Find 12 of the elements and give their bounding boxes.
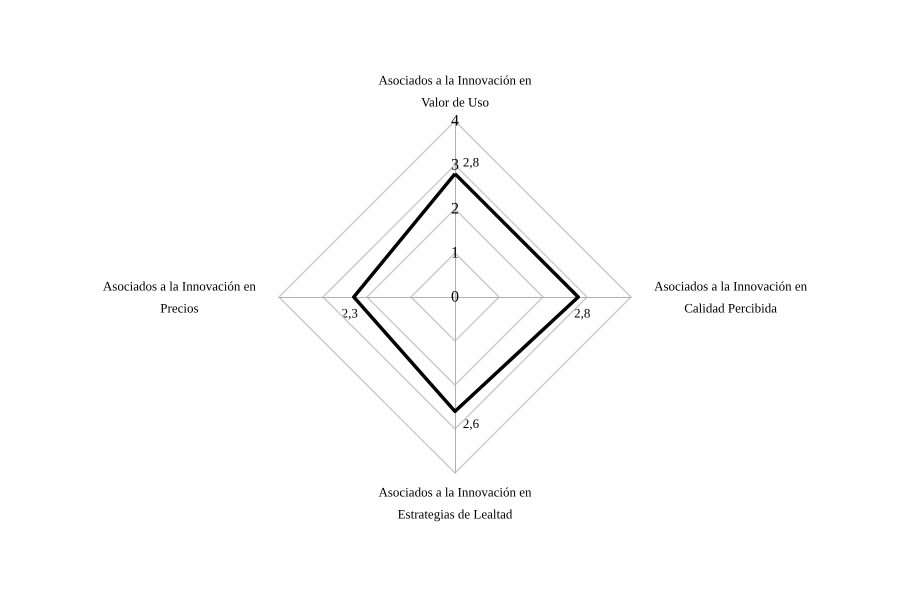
spoke-label: Asociados a la Innovación en Valor de Uso — [378, 72, 532, 110]
y-tick-label: 0 — [451, 288, 459, 306]
spoke-label: Asociados a la Innovación en Calidad Percibida — [654, 278, 808, 316]
data-label: 2,8 — [462, 154, 480, 170]
y-tick-label: 4 — [451, 112, 459, 130]
data-label: 2,8 — [574, 306, 590, 320]
y-tick-label: 2 — [451, 200, 459, 218]
spoke-label: Asociados a la Innovación en Estrategias de Lealtad — [378, 484, 532, 522]
y-tick-label: 3 — [451, 156, 459, 174]
data-label: 2,6 — [462, 416, 480, 431]
y-tick-label: 1 — [451, 244, 459, 262]
spoke-label: Asociados a la Innovación en Precios — [102, 278, 256, 316]
